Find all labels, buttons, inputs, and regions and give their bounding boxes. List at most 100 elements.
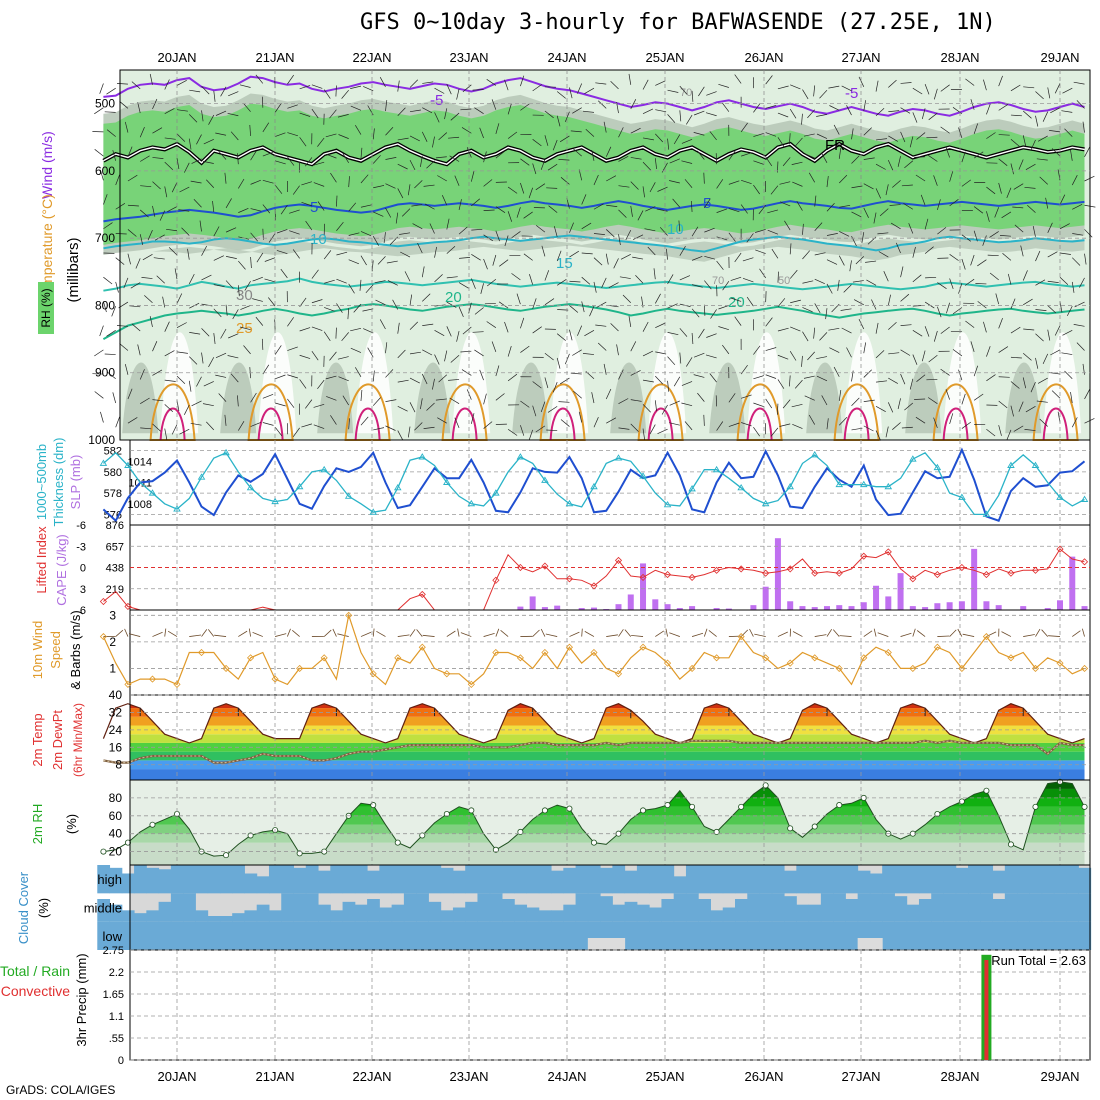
rh-day-column-5 (610, 362, 647, 434)
wind-barb-71-542 (973, 123, 979, 135)
wind-barb-31-506 (474, 107, 484, 115)
wind-barb-68-866 (928, 354, 938, 363)
rh-day-dry-6 (747, 332, 786, 434)
wind-barb-69-650 (949, 199, 959, 207)
precip-label: 3hr Precip (mm) (74, 953, 89, 1046)
wind-barb-28-722 (446, 246, 456, 254)
wind-barb-36-866 (544, 352, 554, 361)
wind-barb-52-578 (741, 152, 752, 157)
wind-point-78 (1056, 659, 1064, 667)
wind-barb-11-974 (238, 421, 245, 431)
wind-barb-50-794 (710, 309, 717, 319)
wind-barb-30-722 (471, 254, 481, 261)
wind-barb-42-686 (618, 234, 621, 246)
wind-barb-45-902 (655, 375, 664, 385)
wind-barb-21-578 (360, 147, 363, 159)
cloud-middle-23 (379, 907, 393, 922)
wind-barb-19-830 (335, 327, 337, 339)
cloud-high-26 (416, 865, 429, 894)
wind-barb-75-650 (1012, 206, 1024, 209)
wind-barb-36-722 (541, 245, 546, 257)
wind-barb-38-938 (558, 401, 570, 403)
cloud-middle-21 (354, 904, 368, 922)
cloud-low-24 (391, 921, 405, 950)
cape-bar-80 (1081, 606, 1088, 610)
wind-barb-14-506 (274, 103, 282, 113)
top-date-label-5: 25JAN (645, 50, 684, 65)
rh2m-point-12 (247, 832, 254, 839)
wind-barb-43-722 (620, 254, 631, 260)
wind-barb-4-938 (152, 399, 164, 402)
surface-barb-41 (606, 634, 618, 637)
cloud-high-61 (845, 865, 859, 894)
wind-point-56 (786, 659, 794, 667)
wind-barb-15-902 (287, 374, 299, 379)
wind-barb-3-938 (140, 397, 150, 404)
wind-barb-73-686 (989, 231, 999, 238)
wind-barb-75-686 (1014, 224, 1024, 233)
wind-barb-20-614 (348, 176, 350, 188)
wind-barb-67-578 (914, 156, 926, 158)
wind-barb-59-758 (826, 283, 833, 294)
wind-barb-74-938 (1010, 405, 1014, 417)
wind-barb-29-794 (458, 306, 464, 318)
top-date-label-2: 22JAN (352, 50, 391, 65)
wind-barb-57-902 (794, 379, 803, 389)
wind-barb-49-758 (704, 280, 712, 290)
wind-barb-57-794 (802, 307, 813, 313)
wind-barb-62-866 (863, 342, 867, 354)
wind-barb-26-902 (421, 373, 428, 385)
cloud-high-55 (771, 865, 785, 894)
thickness-point-46 (663, 500, 672, 508)
wind-barb-22-974 (373, 427, 385, 431)
wind-barb-78-470 (1054, 83, 1061, 94)
wind-barb-54-686 (755, 229, 766, 233)
contour-label-13: 50 (778, 275, 790, 287)
wind-barb-56-794 (790, 299, 801, 304)
wind-barb-23-902 (385, 369, 394, 378)
surface-barb-36 (540, 628, 546, 637)
wind-barb-71-650 (973, 206, 984, 214)
li-point-38 (565, 575, 574, 583)
surface-barb-75 (1023, 634, 1035, 637)
wind-barb-60-722 (838, 255, 845, 266)
wind-barb-11-650 (238, 207, 249, 213)
cloud-low-66 (906, 921, 920, 950)
wind-barb-66-902 (909, 378, 914, 390)
cloud-low-56 (784, 921, 797, 950)
wind-barb-65-506 (900, 107, 911, 114)
wind-barb-43-686 (625, 229, 632, 241)
wind-barb-35-902 (532, 381, 542, 389)
wind-barb-8-686 (199, 220, 202, 232)
wind-barb-14-866 (274, 345, 282, 355)
cloud-high-34 (514, 865, 528, 894)
wind-barb-63-938 (875, 406, 886, 413)
rh-day-dry-0 (160, 332, 199, 434)
wind-barb-28-506 (444, 108, 448, 120)
wind-barb-41-650 (606, 204, 618, 207)
wind-barb-29-938 (449, 397, 460, 404)
cape-bar-68 (934, 603, 941, 610)
wind-point-28 (443, 670, 451, 678)
cloud-low-65 (894, 921, 908, 950)
wind-barb-76-686 (1032, 226, 1036, 237)
wind-barb-11-758 (237, 285, 240, 297)
wind-barb-52-830 (734, 316, 742, 326)
wind-barb-15-830 (287, 317, 294, 327)
wind-point-14 (271, 675, 279, 683)
wind-barb-30-758 (471, 278, 476, 289)
wind-barb-12-830 (239, 326, 251, 331)
wind-barb-12-614 (250, 179, 261, 185)
wind-barb-55-830 (777, 327, 789, 332)
wind-barb-48-974 (684, 421, 693, 431)
wind-point-68 (933, 643, 941, 651)
wind-barb-7-758 (188, 273, 195, 285)
wind-barb-78-758 (1059, 276, 1069, 286)
cloud-low-gap-41 (600, 938, 613, 950)
wind-barb-67-866 (921, 350, 926, 362)
wind-barb-39-614 (578, 169, 583, 181)
wind-barb-75-830 (1023, 328, 1035, 331)
bottom-date-label-5: 25JAN (645, 1069, 684, 1084)
thickness-point-12 (246, 483, 255, 491)
wind-barb-56-650 (779, 201, 791, 207)
